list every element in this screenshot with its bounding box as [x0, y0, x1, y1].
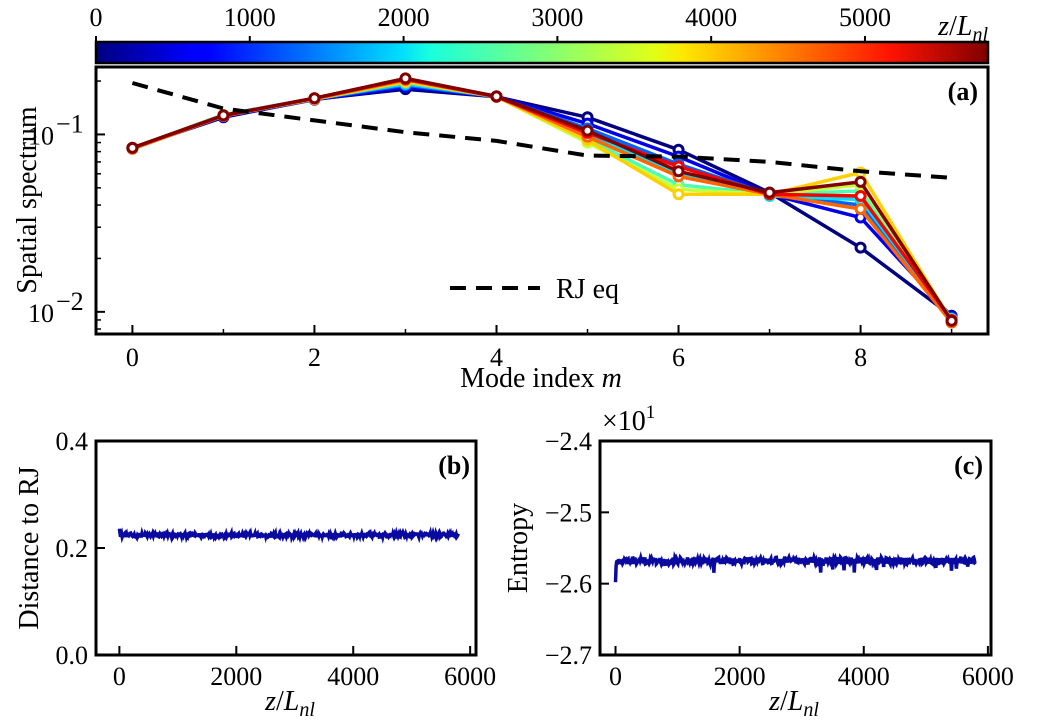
panel-b-axes: 0 2000 4000 6000 0.0 0.2 0.4 — [56, 427, 497, 691]
spectrum-point — [672, 165, 685, 178]
entropy-series-line — [613, 550, 977, 583]
panel-b-xlabel: z/Lnl — [264, 686, 315, 720]
spectrum-point — [217, 109, 230, 122]
panel-c-x-tick-label: 0 — [609, 662, 622, 691]
panel-b-frame — [94, 439, 478, 657]
panel-c-y-tick-label: −2.5 — [545, 498, 592, 527]
panel-b-x-tick-label: 0 — [113, 662, 126, 691]
spectrum-point — [854, 175, 867, 188]
panel-c-x-tick-label: 4000 — [838, 662, 890, 691]
colorbar-tick-label: 5000 — [839, 3, 891, 32]
panel-a-y-tick-exponent: −1 — [56, 109, 84, 138]
panel-a-x-tick-label: 0 — [126, 343, 139, 372]
colorbar: 0 1000 2000 3000 4000 5000 z/Lnl — [90, 3, 990, 65]
panel-a: 0 2 4 6 810−110−2 (a) RJ eq Mode index m Spa… — [12, 65, 990, 394]
panel-c-tag: (c) — [954, 451, 983, 480]
panel-a-ylabel: Spatial spectrum — [12, 106, 43, 294]
spectrum-point — [490, 90, 503, 103]
colorbar-tick-label: 3000 — [531, 3, 583, 32]
spectrum-series-line — [131, 76, 954, 322]
panel-c-y-tick-label: −2.7 — [545, 641, 592, 670]
spectrum-point — [308, 92, 321, 105]
panel-a-y-tick-label: 10 — [28, 121, 54, 150]
panel-a-y-tick-label: 10 — [28, 299, 54, 328]
colorbar-label: z/Lnl — [937, 11, 988, 46]
panel-c-x-tick-label: 6000 — [962, 662, 1014, 691]
colorbar-tick-label: 2000 — [378, 3, 430, 32]
panel-b-ylabel: Distance to RJ — [14, 466, 45, 629]
panel-a-x-tick-label: 4 — [490, 343, 503, 372]
spectrum-point — [763, 186, 776, 199]
panel-c-y-tick-label: −2.6 — [545, 570, 592, 599]
panel-b-tag: (b) — [438, 451, 470, 480]
colorbar-tick-label: 1000 — [224, 3, 276, 32]
panel-b-y-tick-label: 0.2 — [56, 534, 89, 563]
panel-b: 0 2000 4000 6000 0.0 0.2 0.4 (b) z/Lnl Distanc… — [14, 427, 496, 720]
panel-c-y-tick-label: −2.4 — [545, 427, 592, 456]
panel-a-series — [126, 72, 958, 329]
spectrum-point — [854, 202, 867, 215]
panel-b-x-tick-label: 2000 — [210, 662, 262, 691]
legend-rj-eq: RJ eq — [450, 274, 619, 305]
panel-a-axes: 0 2 4 6 810−110−2 — [28, 80, 953, 372]
panel-c-offset-label: ×101 — [602, 402, 655, 437]
panel-a-x-tick-label: 6 — [672, 343, 685, 372]
colorbar-ticks: 0 1000 2000 3000 4000 5000 — [90, 3, 891, 42]
distance-series-line — [117, 526, 461, 544]
spectrum-point — [399, 72, 412, 85]
panel-b-y-tick-label: 0.4 — [56, 427, 89, 456]
spectrum-point — [945, 314, 958, 327]
spectrum-point — [581, 124, 594, 137]
spectrum-point — [854, 189, 867, 202]
panel-c: 0 2000 4000 6000 −2.4 −2.5 −2.6 −2.7 (c) ×101 z… — [503, 402, 1014, 720]
spectrum-point — [126, 141, 139, 154]
legend-label: RJ eq — [556, 274, 619, 305]
panel-c-ylabel: Entropy — [503, 503, 534, 593]
panel-c-axes: 0 2000 4000 6000 −2.4 −2.5 −2.6 −2.7 — [545, 427, 1014, 691]
panel-c-xlabel: z/Lnl — [768, 686, 819, 720]
panel-c-frame — [598, 439, 993, 657]
colorbar-gradient — [94, 40, 990, 65]
panel-a-tag: (a) — [948, 77, 978, 106]
panel-b-y-tick-label: 0.0 — [56, 641, 89, 670]
panel-b-x-tick-label: 6000 — [444, 662, 496, 691]
spectrum-point — [854, 241, 867, 254]
spectrum-point — [672, 188, 685, 201]
panel-a-y-tick-exponent: −2 — [56, 287, 84, 316]
panel-c-x-tick-label: 2000 — [714, 662, 766, 691]
panel-a-xlabel: Mode index m — [460, 363, 622, 394]
colorbar-tick-label: 0 — [90, 3, 103, 32]
panel-a-frame — [94, 65, 990, 336]
panel-a-x-tick-label: 2 — [308, 343, 321, 372]
panel-b-x-tick-label: 4000 — [327, 662, 379, 691]
colorbar-tick-label: 4000 — [685, 3, 737, 32]
rj-eq-reference-line — [131, 81, 952, 180]
panel-a-x-tick-label: 8 — [854, 343, 867, 372]
